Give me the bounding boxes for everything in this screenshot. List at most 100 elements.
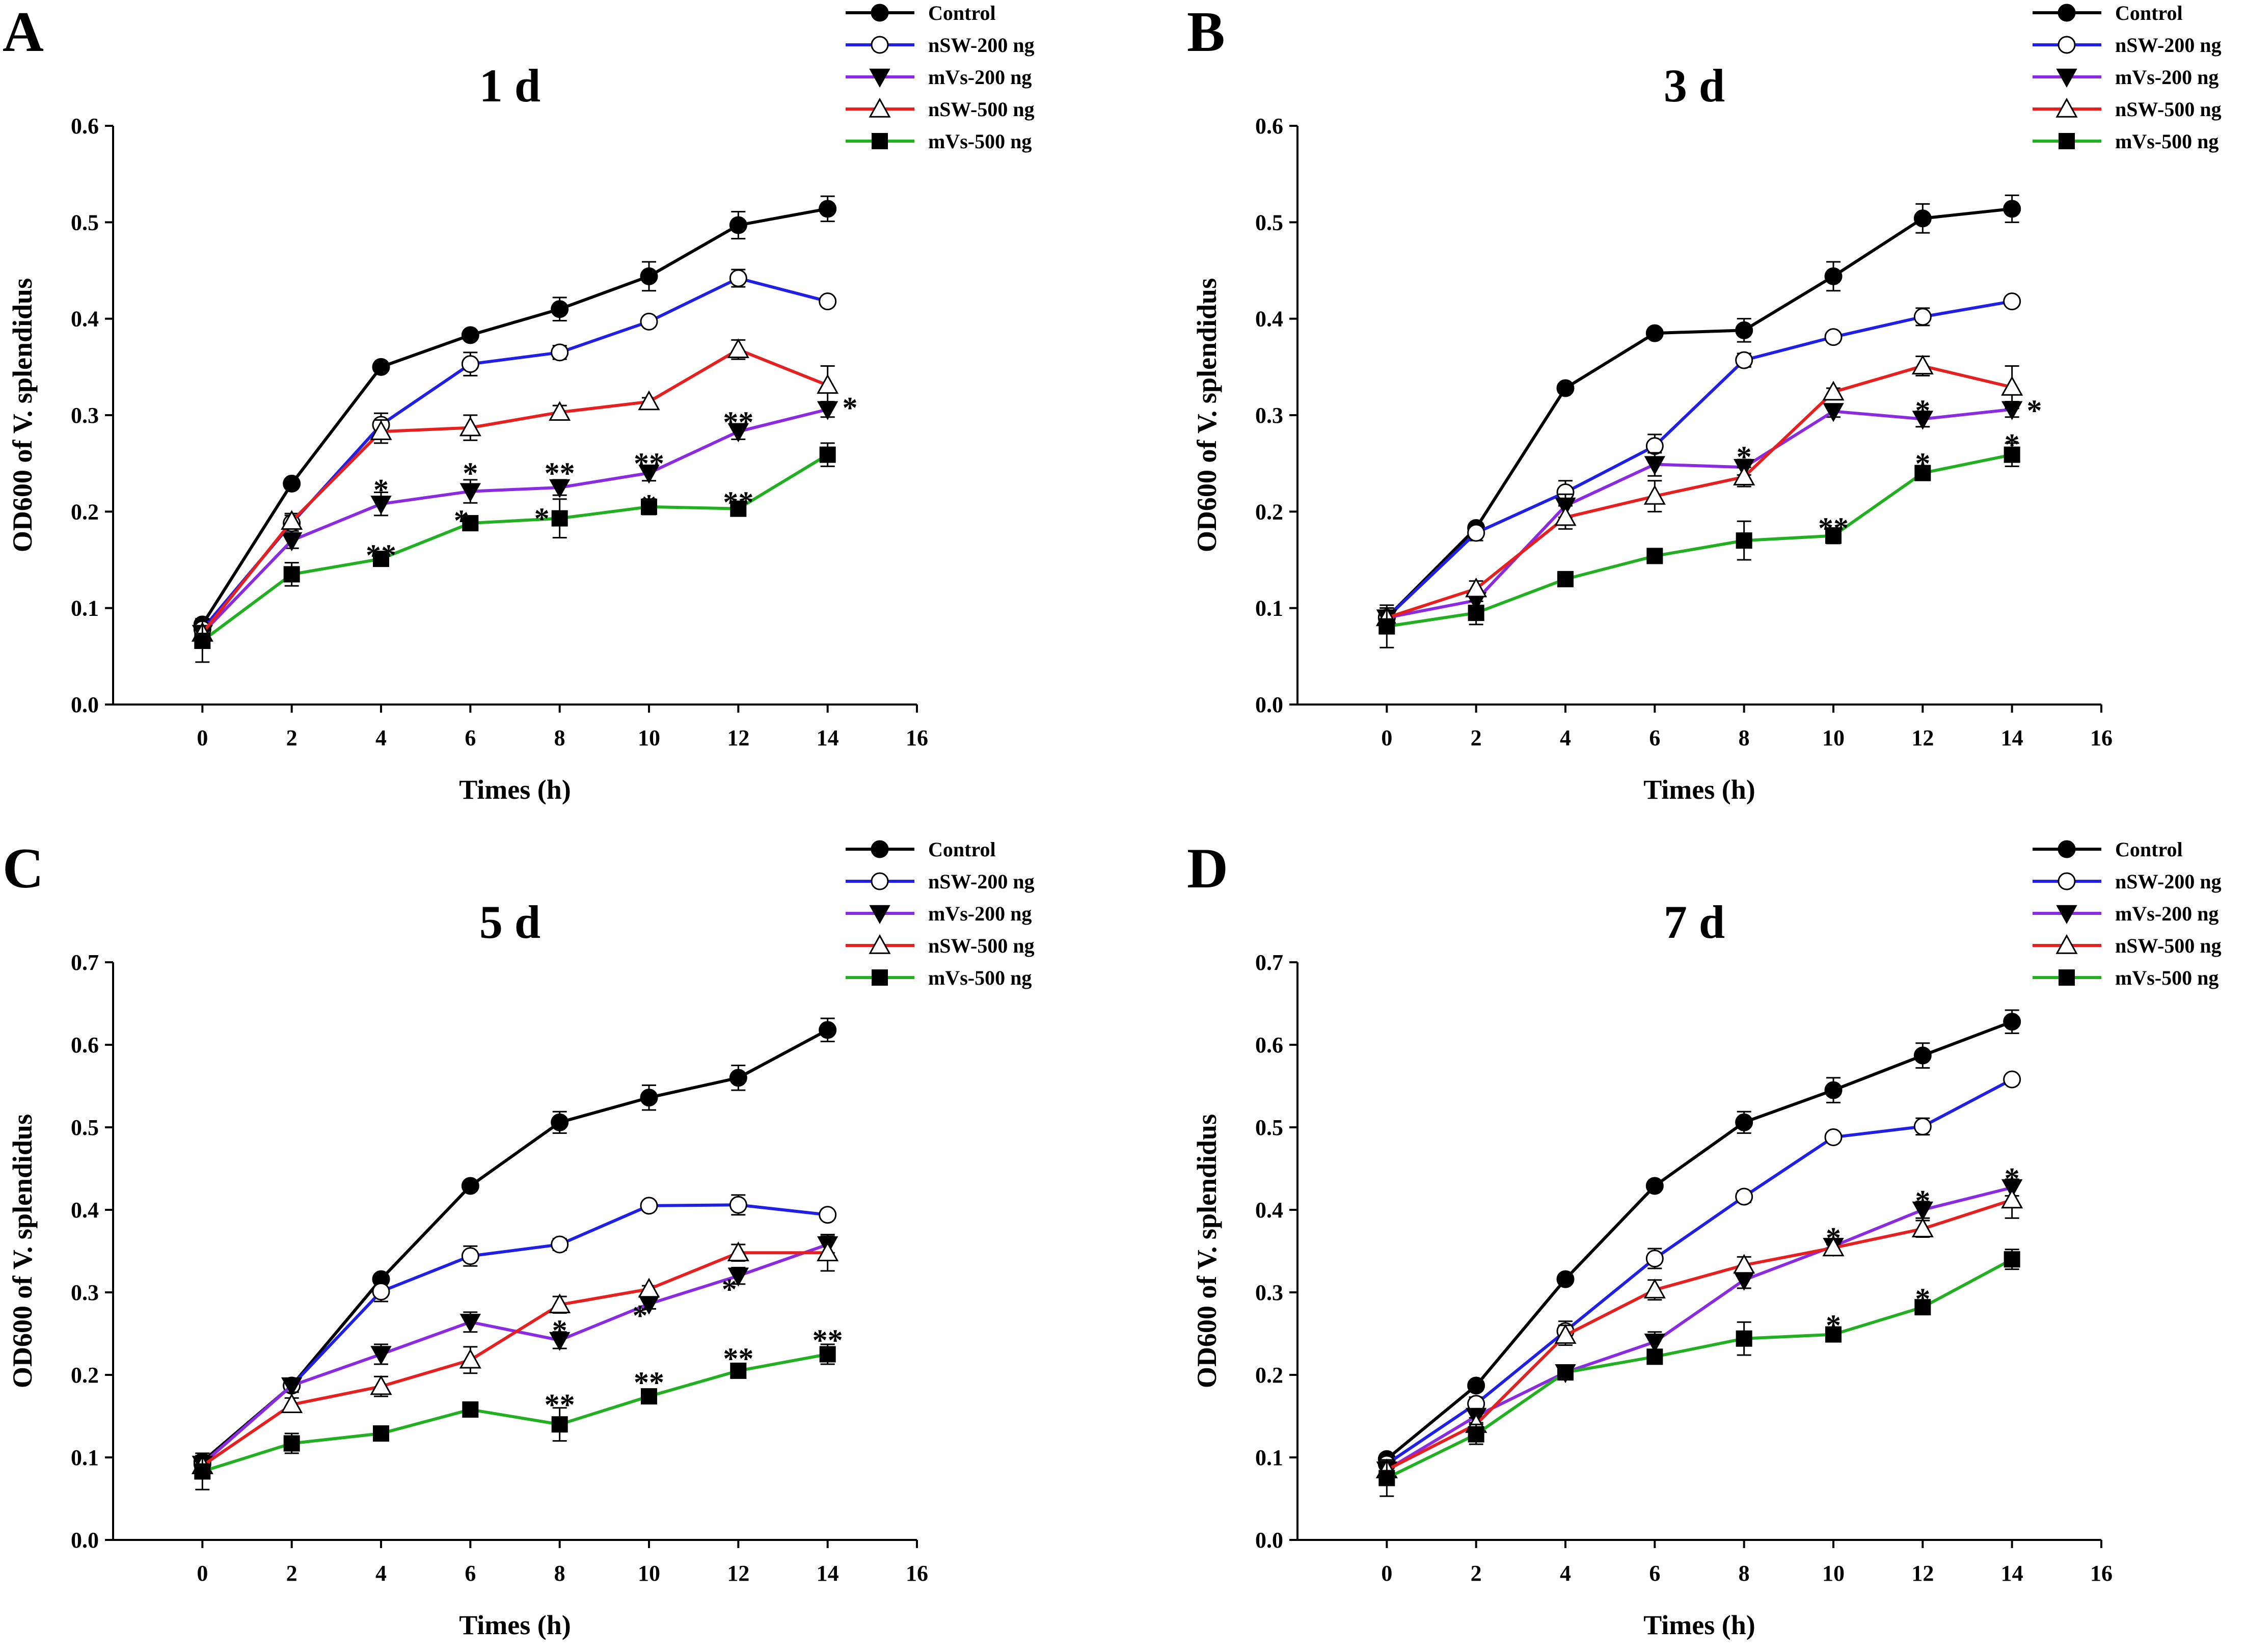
panel-letter: C xyxy=(3,837,44,900)
data-point xyxy=(1645,1250,1664,1268)
data-point xyxy=(1467,1376,1485,1395)
significance-annotation: ** xyxy=(723,485,753,519)
significance-annotation: ** xyxy=(634,447,664,480)
data-point xyxy=(1823,403,1844,422)
data-point xyxy=(462,515,479,532)
series-line xyxy=(1386,453,2013,628)
data-point xyxy=(819,1206,837,1224)
data-point xyxy=(370,420,392,440)
data-point xyxy=(1733,1254,1755,1274)
chart-title: 1 d xyxy=(479,60,540,112)
legend: Control nSW-200 ng mVs-200 ng nSW-500 ng mVs… xyxy=(846,2,1035,153)
x-tick-label: 14 xyxy=(2001,725,2023,750)
data-point xyxy=(372,1282,390,1301)
x-tick-label: 10 xyxy=(1822,725,1845,750)
significance-annotation: ** xyxy=(813,1323,843,1357)
x-tick-label: 10 xyxy=(638,725,660,750)
x-tick-label: 16 xyxy=(906,1561,928,1586)
data-point xyxy=(281,1393,303,1414)
data-point xyxy=(1824,267,1843,285)
data-point xyxy=(459,1348,481,1369)
data-point xyxy=(1822,381,1845,401)
legend-marker xyxy=(872,133,888,149)
data-point xyxy=(551,510,568,527)
significance-annotation: * xyxy=(2027,394,2042,427)
y-tick-label: 0.1 xyxy=(71,1445,99,1470)
y-tick-label: 0.2 xyxy=(1255,1363,1283,1388)
legend-label: nSW-200 ng xyxy=(2115,34,2222,57)
significance-annotation: * xyxy=(1826,1309,1841,1342)
x-tick-label: 12 xyxy=(727,1561,749,1586)
data-point xyxy=(1467,524,1485,542)
significance-annotation: * xyxy=(463,456,478,490)
legend-label: nSW-500 ng xyxy=(2115,98,2222,121)
y-tick-label: 0.4 xyxy=(1255,1198,1283,1223)
x-tick-label: 16 xyxy=(2090,1561,2113,1586)
panel-c: C 5 d 0.0 0.1 0.2 0.3 0.4 0.5 0.6 0.7 0 2 4 6 8 10 12 14 1… xyxy=(3,837,1035,1640)
y-tick-label: 0.1 xyxy=(1255,1445,1283,1470)
data-point xyxy=(370,1346,392,1365)
legend-marker xyxy=(2056,68,2077,88)
y-tick-label: 0.1 xyxy=(71,596,99,621)
data-point xyxy=(729,269,747,287)
series-line xyxy=(1386,364,2013,619)
panel-letter: B xyxy=(1187,1,1225,64)
data-point xyxy=(1913,209,1932,228)
x-axis-label: Times (h) xyxy=(1643,1610,1755,1640)
series-line xyxy=(1386,300,2013,619)
data-point xyxy=(2003,1013,2021,1031)
data-point xyxy=(819,200,837,218)
data-point xyxy=(281,1377,303,1397)
legend-marker xyxy=(871,4,889,22)
data-point xyxy=(2003,292,2021,311)
legend-label: nSW-200 ng xyxy=(2115,870,2222,893)
y-tick-label: 0.3 xyxy=(71,1280,99,1305)
data-point xyxy=(819,1021,837,1039)
panel-letter: D xyxy=(1187,837,1228,900)
significance-annotation: ** xyxy=(545,1388,575,1422)
x-tick-label: 10 xyxy=(1822,1561,1845,1586)
legend-label: mVs-200 ng xyxy=(928,66,1032,89)
data-point xyxy=(1913,1046,1932,1065)
series-line xyxy=(201,348,828,634)
significance-annotation: * xyxy=(373,473,389,506)
y-tick-label: 0.0 xyxy=(71,692,99,717)
data-point xyxy=(1557,1364,1574,1381)
chart-title: 7 d xyxy=(1664,896,1725,948)
significance-annotation: * xyxy=(1915,447,1930,480)
legend-marker xyxy=(2058,872,2076,890)
x-axis-label: Times (h) xyxy=(459,1610,571,1640)
data-point xyxy=(727,1267,749,1287)
data-point xyxy=(461,1247,479,1265)
data-point xyxy=(727,338,749,358)
y-axis-label: OD600 of V. splendidus xyxy=(7,1114,38,1388)
data-point xyxy=(1914,1299,1931,1316)
legend: Control nSW-200 ng mVs-200 ng nSW-500 ng mVs… xyxy=(2033,2,2222,153)
legend-label: nSW-200 ng xyxy=(928,870,1035,893)
x-tick-label: 12 xyxy=(1911,1561,1934,1586)
y-tick-label: 0.4 xyxy=(71,307,99,332)
legend: Control nSW-200 ng mVs-200 ng nSW-500 ng mVs… xyxy=(846,838,1035,989)
data-point xyxy=(1644,1334,1666,1353)
x-tick-label: 14 xyxy=(2001,1561,2023,1586)
data-point xyxy=(729,1196,747,1214)
data-point xyxy=(641,1388,657,1405)
legend-label: Control xyxy=(2115,2,2183,24)
y-tick-label: 0.4 xyxy=(71,1198,99,1223)
significance-annotation: * xyxy=(843,391,858,424)
data-point xyxy=(549,479,571,499)
panel-a: A 1 d 0.0 0.1 0.2 0.3 0.4 0.5 0.6 0 2 4 6 8 10 12 14 16 Ti… xyxy=(3,1,1035,805)
series-line xyxy=(1386,1258,2013,1480)
data-point xyxy=(459,1314,481,1333)
y-tick-label: 0.5 xyxy=(71,210,99,235)
significance-annotation: * xyxy=(552,1314,567,1347)
data-point xyxy=(1914,465,1931,481)
legend-marker xyxy=(2059,133,2075,149)
data-point xyxy=(461,326,479,344)
data-point xyxy=(551,1113,569,1131)
legend-marker xyxy=(869,97,891,118)
data-point xyxy=(1645,1177,1664,1195)
legend: Control nSW-200 ng mVs-200 ng nSW-500 ng mVs… xyxy=(2033,838,2222,989)
y-tick-label: 0.7 xyxy=(1255,950,1283,975)
series-mvs-500-ng xyxy=(194,442,836,663)
